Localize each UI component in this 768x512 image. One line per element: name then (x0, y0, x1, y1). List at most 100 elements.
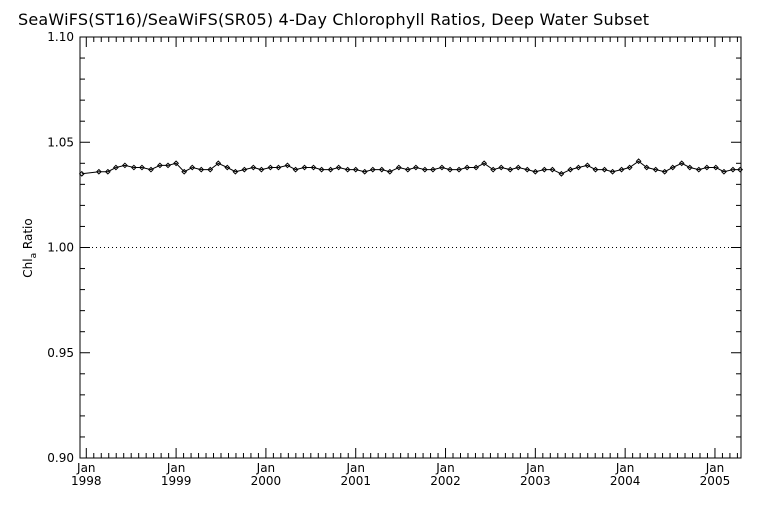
data-point (464, 164, 470, 171)
series-group (78, 158, 744, 177)
y-axis-label-subscript: a (29, 253, 39, 259)
data-point (737, 166, 744, 173)
data-point (567, 166, 574, 173)
data-point (130, 164, 137, 171)
data-point (157, 162, 163, 169)
data-point (695, 166, 702, 173)
data-point (241, 166, 248, 173)
data-point (173, 160, 180, 167)
data-point (378, 166, 385, 173)
data-point (430, 166, 436, 173)
data-point (335, 164, 342, 171)
x-tick-year-label: 2005 (700, 474, 731, 488)
data-point (412, 164, 419, 171)
data-point (592, 166, 599, 173)
data-point (198, 166, 205, 173)
data-point (507, 166, 514, 173)
data-point (327, 166, 334, 173)
data-point (250, 164, 257, 171)
y-tick-label: 0.95 (47, 346, 74, 360)
y-axis-ticks: 0.90 0.95 1.00 1.05 1.10 (47, 30, 741, 465)
data-point (549, 166, 556, 173)
x-tick-month-label: Jan (615, 461, 635, 475)
data-point (275, 164, 282, 171)
data-point (703, 164, 710, 171)
x-tick-year-label: 2001 (340, 474, 371, 488)
data-point (686, 164, 693, 171)
data-point (439, 164, 445, 171)
data-point (404, 166, 411, 173)
x-tick-month-label: Jan (166, 461, 186, 475)
data-point (113, 164, 119, 171)
data-point (575, 164, 582, 171)
data-point (609, 168, 616, 175)
data-point (215, 160, 222, 167)
data-point (626, 164, 633, 171)
x-tick-year-label: 2002 (430, 474, 461, 488)
data-point (447, 166, 453, 173)
x-tick-year-label: 2000 (251, 474, 282, 488)
data-point (318, 166, 325, 173)
data-point (652, 166, 659, 173)
data-point (541, 166, 548, 173)
y-axis-label-suffix: Ratio (21, 218, 35, 253)
data-point (524, 166, 531, 173)
data-point (104, 168, 111, 175)
data-point (643, 164, 650, 171)
data-point (669, 164, 676, 171)
data-point (421, 166, 428, 173)
data-point (232, 168, 239, 175)
x-tick-month-label: Jan (705, 461, 725, 475)
data-point (532, 168, 539, 175)
data-point (369, 166, 376, 173)
y-tick-label: 1.10 (47, 30, 74, 44)
data-point (224, 164, 231, 171)
x-tick-month-label: Jan (345, 461, 365, 475)
chart-title: SeaWiFS(ST16)/SeaWiFS(SR05) 4-Day Chloro… (18, 10, 650, 29)
y-tick-label: 1.00 (47, 241, 74, 255)
x-axis-ticks: Jan1998Jan1999Jan2000Jan2001Jan2002Jan20… (71, 37, 738, 488)
y-axis-label: Chla Ratio (21, 218, 39, 277)
data-point (386, 168, 393, 175)
data-point (584, 162, 591, 169)
y-tick-label: 0.90 (47, 451, 74, 465)
data-point (473, 164, 479, 171)
x-tick-month-label: Jan (435, 461, 455, 475)
x-tick-year-label: 2003 (520, 474, 551, 488)
data-point (148, 166, 154, 173)
data-point (301, 164, 308, 171)
data-point (618, 166, 625, 173)
data-point (189, 164, 196, 171)
data-point (721, 168, 727, 175)
series-line (81, 160, 741, 175)
data-point (181, 168, 188, 175)
data-point (635, 158, 642, 165)
data-point (712, 164, 719, 171)
data-point (344, 166, 351, 173)
data-point (498, 164, 505, 171)
data-point (661, 168, 668, 175)
data-point (284, 162, 291, 169)
x-tick-year-label: 1998 (71, 474, 102, 488)
x-tick-year-label: 2004 (610, 474, 641, 488)
y-tick-label: 1.05 (47, 135, 74, 149)
data-point (352, 166, 359, 173)
data-point (121, 162, 128, 169)
x-tick-month-label: Jan (256, 461, 276, 475)
x-tick-year-label: 1999 (161, 474, 192, 488)
x-tick-month-label: Jan (76, 461, 96, 475)
y-axis-label-main: Chl (21, 258, 35, 277)
data-point (95, 168, 102, 175)
data-point (730, 166, 736, 173)
data-point (292, 166, 299, 173)
data-point (267, 164, 274, 171)
data-point (678, 160, 685, 167)
data-point (481, 160, 488, 167)
data-point (395, 164, 402, 171)
data-point (258, 166, 265, 173)
x-tick-month-label: Jan (525, 461, 545, 475)
data-point (515, 164, 522, 171)
data-point (361, 168, 368, 175)
data-point (601, 166, 608, 173)
